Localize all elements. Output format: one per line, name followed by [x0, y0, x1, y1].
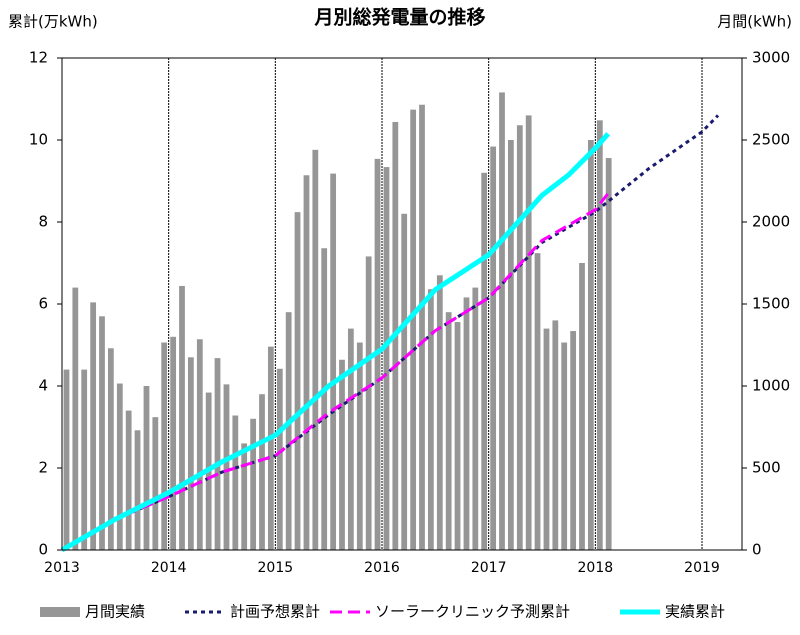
- bar: [99, 316, 105, 550]
- bar: [152, 417, 159, 550]
- bar: [285, 312, 292, 550]
- y2-axis-label: 月間(kWh): [717, 13, 792, 31]
- bar: [427, 289, 434, 550]
- bar: [436, 275, 443, 550]
- y2-tick-label: 2500: [752, 131, 790, 149]
- bar: [552, 320, 559, 550]
- bar: [587, 140, 594, 550]
- y-tick-label: 2: [38, 459, 48, 477]
- bar: [410, 109, 417, 550]
- y2-tick-label: 1000: [752, 377, 790, 395]
- bar: [125, 410, 132, 550]
- bar: [321, 248, 328, 551]
- bar: [72, 287, 79, 550]
- y-tick-label: 0: [38, 541, 48, 559]
- y-tick-label: 10: [29, 131, 48, 149]
- bar: [365, 256, 372, 550]
- bar: [401, 213, 408, 551]
- y2-tick-label: 2000: [752, 213, 790, 231]
- line: [61, 192, 610, 552]
- bar: [223, 384, 230, 550]
- x-tick-label: 2017: [471, 560, 507, 576]
- bar: [187, 357, 194, 550]
- bar: [463, 297, 470, 550]
- bar: [596, 120, 603, 550]
- bar: [570, 331, 577, 550]
- bar: [347, 328, 354, 550]
- y2-tick-label: 3000: [752, 49, 790, 67]
- bar: [179, 285, 185, 550]
- bar: [241, 443, 248, 550]
- bar: [312, 149, 319, 550]
- x-tick-label: 2015: [258, 560, 294, 576]
- bar: [383, 167, 390, 550]
- bar: [579, 263, 585, 550]
- x-tick-label: 2018: [578, 560, 614, 576]
- bar: [605, 158, 612, 551]
- bar: [276, 368, 283, 550]
- bar: [445, 312, 452, 550]
- bar: [107, 348, 114, 550]
- bar: [81, 369, 88, 550]
- bar: [419, 104, 425, 551]
- y2-tick-label: 1500: [752, 295, 790, 313]
- legend-label: 計画予想累計: [230, 603, 320, 621]
- bar: [232, 415, 239, 550]
- x-tick-label: 2016: [364, 560, 400, 576]
- y-tick-label: 6: [38, 295, 48, 313]
- bar: [90, 302, 97, 550]
- chart-title: 月別総発電量の推移: [313, 6, 485, 29]
- bar: [339, 359, 345, 550]
- legend-label: 月間実績: [85, 603, 145, 621]
- y-tick-label: 8: [38, 213, 48, 231]
- bar: [534, 253, 541, 550]
- legend-label: ソーラークリニック予測累計: [375, 603, 570, 621]
- bar: [134, 430, 141, 550]
- bar: [214, 358, 221, 550]
- bar: [330, 173, 337, 550]
- bar: [161, 342, 168, 550]
- bar: [454, 322, 461, 550]
- x-tick-label: 2019: [684, 560, 720, 576]
- bar: [490, 146, 497, 550]
- bar: [116, 383, 123, 550]
- bar: [481, 172, 488, 551]
- bar: [143, 386, 150, 550]
- bar: [63, 369, 70, 550]
- bar: [267, 346, 274, 550]
- plot-border: [61, 57, 743, 551]
- legend-label: 実績累計: [665, 603, 725, 621]
- y2-tick-label: 500: [752, 459, 781, 477]
- y-tick-label: 4: [38, 377, 48, 395]
- bar: [303, 175, 310, 550]
- bar: [507, 140, 514, 550]
- y-tick-label: 12: [29, 49, 48, 67]
- bar: [259, 394, 265, 550]
- bar: [499, 92, 505, 550]
- bar: [561, 342, 568, 550]
- bar: [356, 342, 363, 550]
- bar: [472, 287, 479, 550]
- legend-swatch: [40, 607, 80, 617]
- x-tick-label: 2013: [44, 560, 80, 576]
- bar: [294, 212, 301, 550]
- bar: [250, 418, 257, 550]
- line: [60, 132, 610, 553]
- line: [61, 114, 720, 552]
- bar: [516, 125, 523, 551]
- x-tick-label: 2014: [151, 560, 187, 576]
- bar: [543, 328, 550, 550]
- y-axis-label: 累計(万kWh): [8, 13, 98, 31]
- bar: [170, 336, 177, 550]
- bar: [196, 339, 203, 550]
- bar: [525, 115, 532, 551]
- y2-tick-label: 0: [752, 541, 762, 559]
